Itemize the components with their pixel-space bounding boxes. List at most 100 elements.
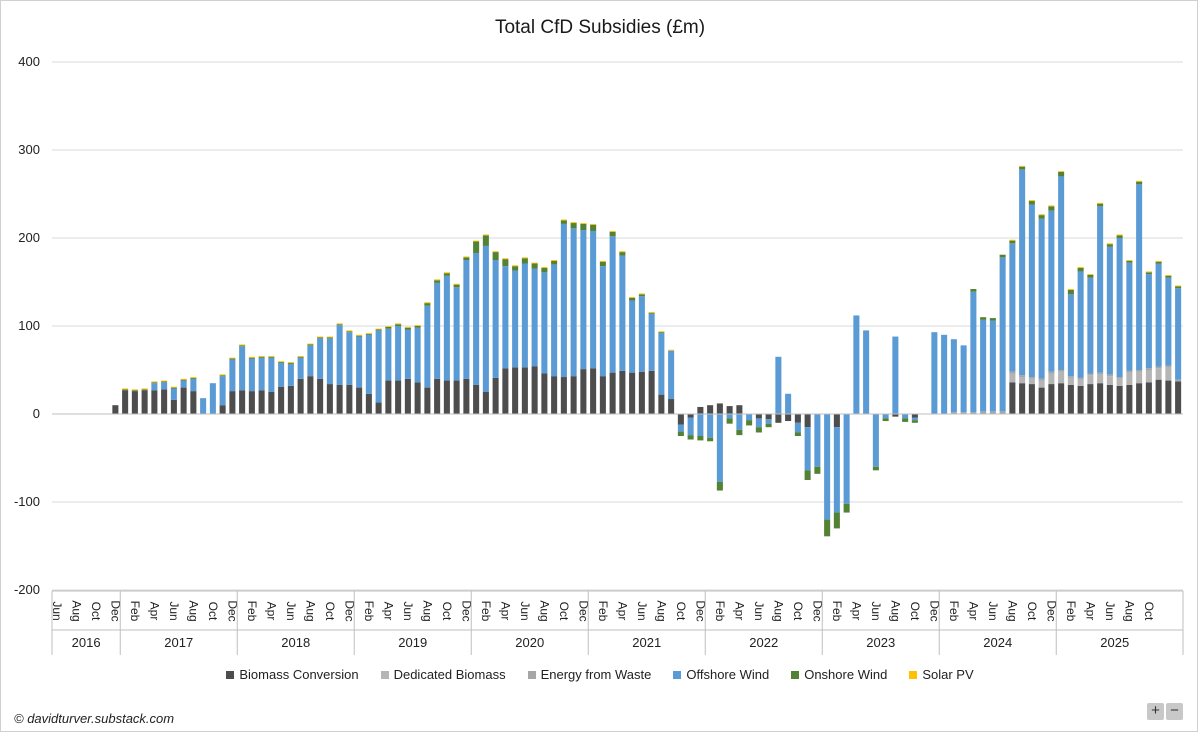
bar-segment bbox=[161, 380, 168, 382]
bar-segment bbox=[970, 289, 977, 292]
bar-segment bbox=[1165, 275, 1172, 278]
x-tick-month-label: Oct bbox=[791, 602, 805, 621]
bar-segment bbox=[1028, 204, 1035, 378]
bar-segment bbox=[775, 414, 782, 423]
legend-entry: Energy from Waste bbox=[527, 667, 651, 682]
bar-segment bbox=[658, 333, 665, 395]
bar-segment bbox=[551, 264, 558, 377]
bar-segment bbox=[209, 383, 216, 414]
bar-segment bbox=[317, 378, 324, 414]
bar-segment bbox=[268, 355, 275, 357]
x-tick-month-label: Oct bbox=[557, 602, 571, 621]
bar-segment bbox=[804, 427, 811, 471]
bar-segment bbox=[1009, 243, 1016, 372]
bar-segment bbox=[638, 294, 645, 297]
bar-segment bbox=[1067, 384, 1074, 414]
bar-segment bbox=[941, 334, 948, 414]
bar-segment bbox=[1038, 218, 1045, 379]
bar-segment bbox=[1126, 384, 1133, 414]
bar-segment bbox=[892, 336, 899, 414]
bar-segment bbox=[365, 333, 372, 334]
bar-segment bbox=[989, 318, 996, 321]
bar-segment bbox=[697, 436, 704, 441]
bar-segment bbox=[716, 414, 723, 482]
bar-segment bbox=[707, 405, 714, 414]
bar-segment bbox=[755, 427, 762, 433]
bar-segment bbox=[726, 414, 733, 419]
bar-segment bbox=[1009, 240, 1016, 244]
bar-segment bbox=[424, 303, 431, 306]
bar-segment bbox=[521, 367, 528, 414]
x-tick-month-label: Feb bbox=[713, 601, 727, 622]
bar-segment bbox=[278, 362, 285, 363]
bar-segment bbox=[395, 326, 402, 381]
bar-segment bbox=[317, 337, 324, 339]
bar-segment bbox=[434, 279, 441, 281]
zoom-in-button[interactable]: + bbox=[1147, 703, 1164, 720]
x-tick-month-label: Apr bbox=[732, 602, 746, 621]
bar-segment bbox=[950, 412, 957, 414]
bar-segment bbox=[443, 272, 450, 274]
x-tick-month-label: Feb bbox=[128, 601, 142, 622]
bar-segment bbox=[414, 325, 421, 326]
zoom-out-button[interactable]: − bbox=[1166, 703, 1183, 720]
bar-segment bbox=[863, 330, 870, 414]
bar-segment bbox=[677, 414, 684, 425]
x-tick-month-label: Jun bbox=[284, 601, 298, 620]
bar-segment bbox=[1077, 271, 1084, 378]
x-tick-year-label: 2016 bbox=[72, 635, 101, 650]
bar-segment bbox=[131, 391, 138, 414]
x-tick-month-label: Oct bbox=[908, 602, 922, 621]
x-tick-month-label: Dec bbox=[693, 600, 707, 621]
bar-segment bbox=[687, 417, 694, 436]
bar-segment bbox=[794, 422, 801, 433]
bar-segment bbox=[1175, 285, 1182, 287]
bar-segment bbox=[1019, 165, 1026, 167]
bar-segment bbox=[1155, 261, 1162, 264]
bar-segment bbox=[999, 254, 1006, 258]
bar-segment bbox=[424, 302, 431, 304]
bar-segment bbox=[502, 258, 509, 260]
bar-segment bbox=[707, 437, 714, 442]
bar-segment bbox=[434, 378, 441, 414]
bar-segment bbox=[365, 334, 372, 394]
bar-segment bbox=[629, 372, 636, 414]
bar-segment bbox=[765, 419, 772, 424]
bar-segment bbox=[1067, 294, 1074, 377]
bar-segment bbox=[814, 466, 821, 474]
bar-segment bbox=[765, 414, 772, 420]
bar-segment bbox=[521, 258, 528, 264]
bar-segment bbox=[297, 357, 304, 379]
bar-segment bbox=[1077, 267, 1084, 268]
bar-segment bbox=[248, 358, 255, 392]
bar-segment bbox=[161, 389, 168, 414]
x-tick-month-label: Aug bbox=[303, 600, 317, 621]
bar-segment bbox=[629, 296, 636, 298]
x-tick-month-label: Apr bbox=[147, 602, 161, 621]
bar-segment bbox=[453, 287, 460, 381]
bar-segment bbox=[999, 257, 1006, 412]
bar-segment bbox=[648, 311, 655, 313]
bar-segment bbox=[716, 481, 723, 491]
bar-segment bbox=[1136, 180, 1143, 182]
bar-segment bbox=[180, 379, 187, 381]
x-tick-month-label: Oct bbox=[1025, 602, 1039, 621]
bar-segment bbox=[1028, 378, 1035, 385]
bar-segment bbox=[911, 420, 918, 423]
bar-segment bbox=[1087, 375, 1094, 385]
bar-segment bbox=[268, 356, 275, 358]
bar-segment bbox=[453, 283, 460, 285]
legend-entry: Offshore Wind bbox=[673, 667, 769, 682]
bar-segment bbox=[1175, 379, 1182, 382]
bar-segment bbox=[151, 383, 158, 391]
bar-segment bbox=[1038, 215, 1045, 219]
bar-segment bbox=[492, 260, 499, 378]
bar-segment bbox=[482, 234, 489, 236]
bar-segment bbox=[424, 305, 431, 388]
bar-segment bbox=[541, 373, 548, 414]
bar-segment bbox=[404, 329, 411, 379]
bar-segment bbox=[668, 349, 675, 351]
x-tick-month-label: Apr bbox=[1083, 602, 1097, 621]
bar-segment bbox=[1058, 371, 1065, 384]
bar-segment bbox=[1106, 246, 1113, 375]
